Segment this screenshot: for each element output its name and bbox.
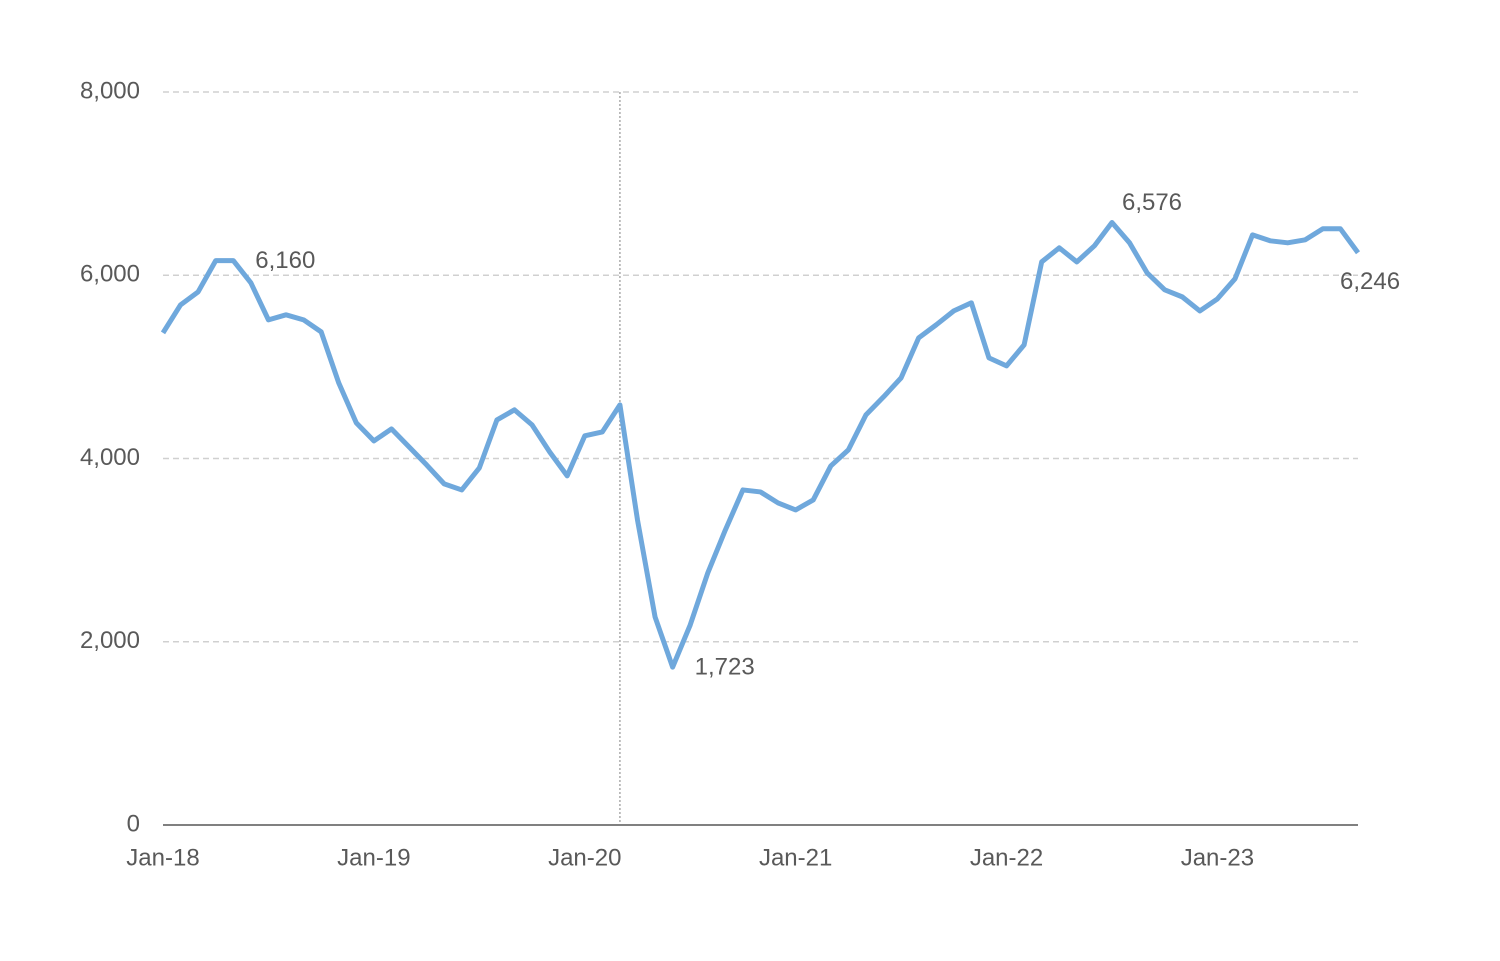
- data-label: 1,723: [695, 653, 755, 680]
- x-tick-label: Jan-19: [337, 844, 410, 871]
- y-tick-label: 6,000: [80, 261, 140, 288]
- data-label: 6,576: [1122, 189, 1182, 216]
- y-tick-label: 4,000: [80, 444, 140, 471]
- y-tick-label: 8,000: [80, 77, 140, 104]
- data-line: [160, 219, 1361, 670]
- x-tick-label: Jan-23: [1181, 844, 1254, 871]
- x-tick-label: Jan-20: [548, 844, 621, 871]
- data-label: 6,160: [255, 247, 315, 274]
- x-tick-label: Jan-22: [970, 844, 1043, 871]
- y-tick-label: 0: [127, 810, 140, 837]
- data-label: 6,246: [1340, 268, 1400, 295]
- x-tick-label: Jan-21: [759, 844, 832, 871]
- y-tick-label: 2,000: [80, 627, 140, 654]
- x-tick-label: Jan-18: [126, 844, 199, 871]
